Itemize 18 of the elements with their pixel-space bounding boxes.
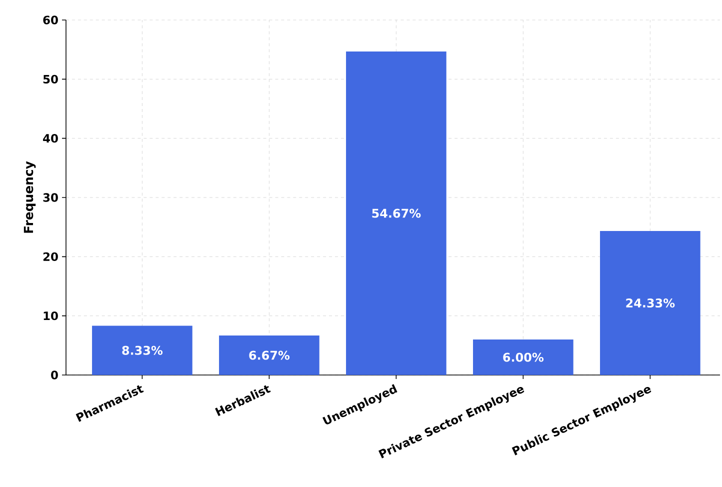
y-tick-label: 10 bbox=[44, 312, 58, 320]
bar bbox=[473, 340, 574, 375]
data-label: 24.33% bbox=[626, 298, 675, 308]
bar bbox=[346, 52, 446, 375]
data-label: 6.00% bbox=[503, 352, 544, 362]
data-label: 8.33% bbox=[122, 346, 163, 355]
y-tick-label: 40 bbox=[43, 134, 58, 143]
data-label: 6.67% bbox=[249, 350, 290, 360]
y-tick-label: 50 bbox=[43, 74, 58, 84]
bar bbox=[600, 231, 700, 375]
y-tick-label: 0 bbox=[51, 370, 58, 380]
y-tick-label: 30 bbox=[43, 193, 58, 202]
y-tick-label: 60 bbox=[43, 16, 58, 24]
y-tick-label: 20 bbox=[43, 252, 58, 261]
bar bbox=[92, 326, 192, 375]
bar bbox=[219, 336, 320, 375]
data-label: 54.67% bbox=[372, 208, 421, 218]
y-axis-title: Frequency bbox=[24, 161, 36, 233]
